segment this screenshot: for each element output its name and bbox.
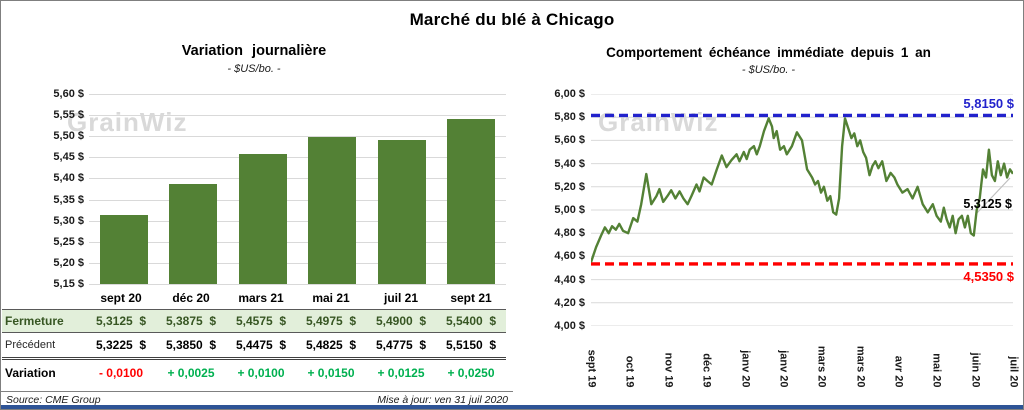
gridline bbox=[89, 220, 506, 222]
table-header-row: sept 20 déc 20 mars 21 mai 21 juil 21 sept 21 bbox=[2, 289, 506, 310]
gridline bbox=[89, 241, 506, 243]
table-cell: 5,3850 $ bbox=[165, 338, 217, 352]
price-table: sept 20 déc 20 mars 21 mai 21 juil 21 sept 21… bbox=[2, 289, 506, 387]
y-tick-label: 5,45 $ bbox=[53, 151, 84, 164]
line-chart-plot-area bbox=[591, 94, 1013, 326]
one-year-behaviour-panel: Comportement échéance immédiate depuis 1… bbox=[513, 1, 1023, 409]
y-tick-label: 5,30 $ bbox=[53, 214, 84, 227]
table-cell: 5,3875 $ bbox=[165, 314, 217, 328]
table-cell: 5,3125 $ bbox=[95, 314, 147, 328]
x-tick-label: nov 19 bbox=[662, 352, 675, 388]
x-tick-label: mars 20 bbox=[815, 345, 828, 388]
table-row-fermeture: Fermeture 5,3125 $ 5,3875 $ 5,4575 $ 5,4975 … bbox=[2, 309, 506, 333]
y-tick-label: 4,00 $ bbox=[554, 320, 585, 332]
y-tick-label: 4,20 $ bbox=[554, 296, 585, 309]
gridline bbox=[89, 178, 506, 180]
table-cell: 5,3225 $ bbox=[95, 338, 147, 352]
bar-sept-20 bbox=[99, 215, 148, 284]
y-tick-label: 5,35 $ bbox=[53, 193, 84, 206]
last-price-label: 5,3125 $ bbox=[963, 197, 1012, 211]
gridline bbox=[89, 136, 506, 138]
row-label: Fermeture bbox=[5, 314, 64, 328]
bar-chart-title: Variation journalière bbox=[181, 43, 327, 59]
source-note: Source: CME Group bbox=[6, 393, 101, 406]
bar-sept-21 bbox=[447, 119, 496, 284]
x-tick-label: mai 20 bbox=[930, 353, 943, 388]
gridline bbox=[89, 157, 506, 159]
x-tick-label: avr 20 bbox=[892, 355, 905, 388]
resistance-label: 5,8150 $ bbox=[963, 96, 1014, 111]
table-cell: 5,4975 $ bbox=[305, 314, 357, 328]
y-tick-label: 5,40 $ bbox=[53, 172, 84, 185]
table-cell: + 0,0250 bbox=[447, 366, 495, 380]
update-note: Mise à jour: ven 31 juil 2020 bbox=[377, 393, 508, 406]
page-title: Marché du blé à Chicago bbox=[409, 10, 615, 29]
y-tick-label: 5,40 $ bbox=[554, 157, 585, 170]
y-tick-label: 5,15 $ bbox=[53, 278, 84, 290]
y-tick-label: 5,20 $ bbox=[53, 256, 84, 269]
y-tick-label: 5,50 $ bbox=[53, 130, 84, 143]
gridline bbox=[89, 199, 506, 201]
x-tick-label: juin 20 bbox=[969, 352, 982, 388]
y-tick-label: 5,80 $ bbox=[554, 111, 585, 124]
line-chart-subtitle: - $US/bo. - bbox=[741, 64, 796, 76]
table-cell: 5,4475 $ bbox=[235, 338, 287, 352]
bar-chart-plot-area bbox=[89, 94, 506, 285]
table-cell: 5,5150 $ bbox=[445, 338, 497, 352]
y-tick-label: 5,60 $ bbox=[53, 88, 84, 100]
x-tick-label: oct 19 bbox=[623, 355, 636, 388]
x-tick-label: janv 20 bbox=[739, 350, 751, 388]
gridline bbox=[89, 115, 506, 117]
x-tick-label: déc 19 bbox=[700, 353, 713, 388]
gridline bbox=[89, 262, 506, 264]
month-header: juil 21 bbox=[383, 291, 418, 305]
bar-mars-21 bbox=[238, 154, 287, 284]
month-header: sept 21 bbox=[450, 291, 492, 305]
table-cell: + 0,0025 bbox=[167, 366, 215, 380]
bar-mai-21 bbox=[308, 137, 357, 284]
y-tick-label: 5,25 $ bbox=[53, 235, 84, 248]
y-tick-label: 5,60 $ bbox=[554, 134, 585, 147]
y-tick-label: 5,20 $ bbox=[554, 180, 585, 193]
line-chart-title: Comportement échéance immédiate depuis 1… bbox=[606, 45, 931, 60]
y-tick-label: 5,55 $ bbox=[53, 109, 84, 122]
y-tick-label: 4,40 $ bbox=[554, 273, 585, 286]
table-cell: 5,4575 $ bbox=[235, 314, 287, 328]
table-cell: - 0,0100 bbox=[98, 366, 144, 380]
bar-déc-20 bbox=[169, 183, 218, 284]
table-cell: + 0,0150 bbox=[307, 366, 355, 380]
gridline bbox=[89, 94, 506, 95]
table-cell: 5,4775 $ bbox=[375, 338, 427, 352]
bar-chart-subtitle: - $US/bo. - bbox=[227, 63, 281, 75]
table-corner bbox=[2, 289, 86, 310]
x-tick-label: mars 20 bbox=[854, 345, 866, 388]
daily-variation-panel: Variation journalière - $US/bo. - GrainW… bbox=[1, 1, 513, 409]
table-cell: 5,4825 $ bbox=[305, 338, 357, 352]
table-cell: 5,5400 $ bbox=[445, 314, 497, 328]
support-label: 4,5350 $ bbox=[963, 269, 1014, 284]
gridline bbox=[89, 284, 506, 285]
x-tick-label: sept 19 bbox=[585, 349, 598, 388]
table-cell: + 0,0125 bbox=[377, 366, 425, 380]
table-row-precedent: Précédent 5,3225 $ 5,3850 $ 5,4475 $ 5,4825 … bbox=[2, 333, 506, 359]
x-tick-label: juil 20 bbox=[1007, 356, 1020, 388]
table-cell: + 0,0100 bbox=[237, 366, 285, 380]
table-row-variation: Variation - 0,0100 + 0,0025 + 0,0100 + 0,015… bbox=[2, 358, 506, 388]
y-tick-label: 4,60 $ bbox=[554, 250, 585, 263]
row-label: Variation bbox=[5, 366, 56, 380]
month-header: mars 21 bbox=[238, 291, 284, 305]
y-tick-label: 4,80 $ bbox=[554, 227, 585, 240]
bar-juil-21 bbox=[377, 140, 426, 284]
y-tick-label: 6,00 $ bbox=[554, 88, 585, 100]
x-tick-label: janv 20 bbox=[777, 350, 790, 388]
bottom-accent-bar bbox=[1, 405, 1023, 409]
row-label: Précédent bbox=[5, 339, 56, 351]
y-tick-label: 5,00 $ bbox=[554, 204, 585, 216]
month-header: déc 20 bbox=[172, 291, 210, 305]
month-header: sept 20 bbox=[100, 291, 142, 305]
footer: Source: CME Group Mise à jour: ven 31 ju… bbox=[1, 391, 513, 407]
table-cell: 5,4900 $ bbox=[375, 314, 427, 328]
month-header: mai 21 bbox=[312, 291, 350, 305]
